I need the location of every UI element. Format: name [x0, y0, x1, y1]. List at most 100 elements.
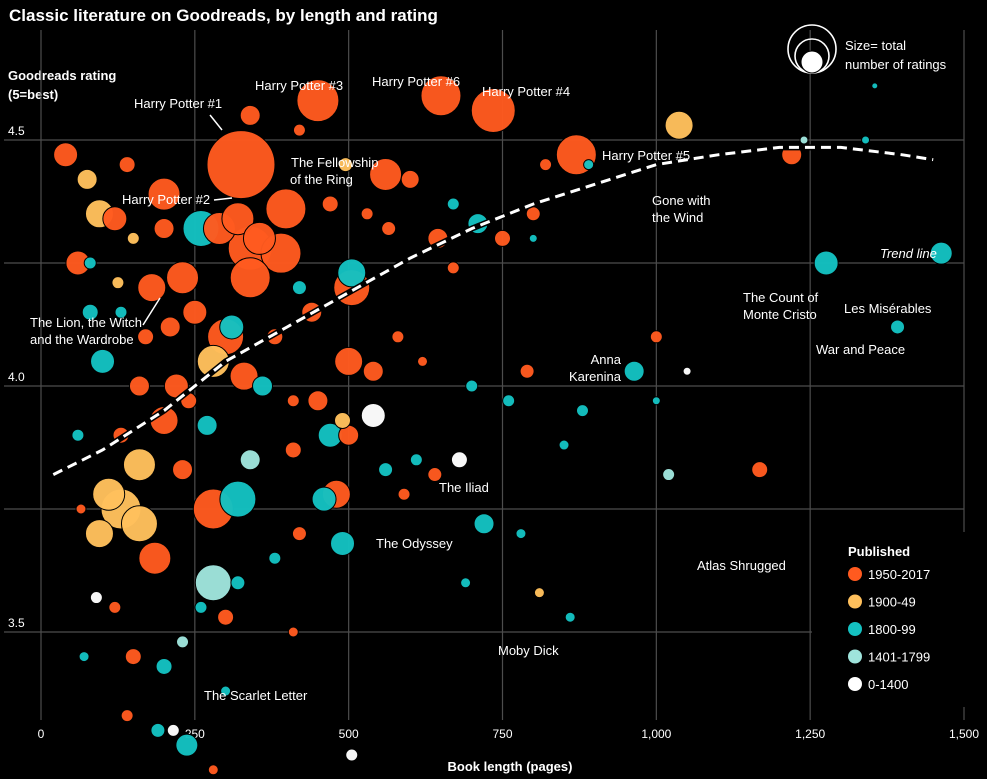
book-bubble: [83, 256, 97, 270]
chart-title: Classic literature on Goodreads, by leng…: [9, 6, 438, 25]
book-bubble: [196, 414, 218, 436]
legend-entry-label: 0-1400: [868, 677, 908, 692]
label-leader-line: [142, 297, 161, 326]
book-bubble-named: [296, 79, 340, 123]
book-bubble: [286, 394, 300, 408]
book-bubble-named: [360, 403, 386, 429]
book-bubble: [159, 316, 181, 338]
book-label: The Count of Monte Cristo: [743, 290, 819, 322]
book-bubble: [649, 330, 663, 344]
book-bubble: [126, 231, 140, 245]
book-bubble: [81, 303, 99, 321]
book-bubble: [71, 428, 85, 442]
trend-line-group: Trend line: [51, 144, 937, 478]
x-tick-label: 1,500: [949, 727, 979, 741]
book-bubble: [338, 157, 354, 173]
legend-swatch: [848, 622, 862, 636]
book-label-line: and the Wardrobe: [30, 332, 134, 347]
book-bubble: [84, 519, 114, 549]
x-tick-label: 0: [38, 727, 45, 741]
book-bubble: [78, 651, 90, 663]
book-bubble: [494, 229, 511, 247]
legend-background: [812, 532, 982, 707]
book-bubble: [651, 396, 661, 406]
book-label-text: Anna Karenina: [569, 352, 622, 384]
legend-swatch: [848, 594, 862, 609]
label-leader-line: [213, 197, 233, 201]
book-bubble: [575, 404, 589, 418]
book-bubble: [128, 375, 150, 397]
book-bubble: [150, 722, 166, 738]
book-label: Harry Potter #2: [122, 192, 233, 207]
book-label-line: The Lion, the Witch: [30, 315, 142, 330]
book-label-line: Karenina: [569, 369, 622, 384]
book-label: Harry Potter #1: [134, 96, 223, 131]
book-label-line: the Wind: [652, 210, 703, 225]
book-bubble: [114, 305, 128, 319]
book-bubble: [409, 453, 423, 467]
book-bubble: [330, 530, 356, 556]
book-bubble: [292, 123, 306, 137]
book-label-text: The Lion, the Witch and the Wardrobe: [30, 315, 142, 347]
book-bubble: [102, 206, 128, 232]
legend-title: Published: [848, 544, 910, 559]
book-label-text: The Scarlet Letter: [204, 688, 308, 703]
book-bubble-named: [890, 319, 906, 335]
book-bubble: [378, 462, 394, 478]
book-bubble: [564, 611, 576, 623]
book-bubble: [533, 587, 545, 599]
book-label-line: Monte Cristo: [743, 307, 817, 322]
book-label-text: Moby Dick: [498, 643, 559, 658]
book-bubble: [311, 486, 337, 512]
size-legend-small-icon: [800, 50, 824, 74]
book-label-text: The Fellowship of the Ring: [290, 155, 378, 187]
y-tick-label: 4.0: [8, 370, 25, 384]
book-bubble: [138, 541, 172, 575]
book-bubble: [861, 135, 871, 145]
legend-entry-label: 1950-2017: [868, 567, 930, 582]
legend-entry-label: 1800-99: [868, 622, 916, 637]
book-bubble: [528, 233, 538, 243]
book-label-line: War and Peace: [816, 342, 905, 357]
y-axis-label-line2: (5=best): [8, 87, 58, 102]
size-legend-line2: number of ratings: [845, 57, 947, 72]
book-bubble: [400, 169, 420, 189]
x-tick-label: 1,000: [641, 727, 671, 741]
book-bubble: [166, 723, 180, 737]
book-bubble-named: [751, 461, 769, 479]
book-label-line: Les Misérables: [844, 301, 932, 316]
book-bubble: [446, 261, 460, 275]
book-bubble: [287, 626, 299, 638]
book-bubble: [321, 195, 339, 213]
book-bubble: [502, 394, 516, 408]
book-bubble: [239, 449, 261, 471]
book-label-line: Harry Potter #3: [255, 78, 343, 93]
book-bubble: [172, 459, 194, 481]
y-tick-label: 3.5: [8, 616, 25, 630]
book-bubble-named: [664, 110, 694, 140]
book-bubble: [682, 366, 692, 376]
book-bubble: [137, 273, 167, 303]
book-bubble: [194, 564, 232, 602]
book-label: The Odyssey: [376, 536, 453, 551]
book-bubble: [219, 480, 257, 518]
book-label-line: Harry Potter #6: [372, 74, 460, 89]
y-tick-label: 4.5: [8, 124, 25, 138]
book-bubble: [137, 328, 155, 346]
book-label: Atlas Shrugged: [697, 558, 786, 573]
book-label-line: Harry Potter #2: [122, 192, 210, 207]
book-bubble: [217, 608, 235, 626]
legend-swatch: [848, 677, 862, 691]
book-bubble: [417, 355, 429, 367]
book-bubble: [90, 348, 116, 374]
book-label-text: Harry Potter #6: [372, 74, 460, 89]
book-bubble: [427, 467, 443, 483]
book-bubble: [221, 202, 255, 236]
book-label: Harry Potter #5: [602, 148, 690, 163]
book-label: The Iliad: [439, 480, 489, 495]
book-bubble: [182, 299, 208, 325]
x-tick-label: 1,250: [795, 727, 825, 741]
book-bubble: [122, 448, 156, 482]
book-label: Harry Potter #6: [372, 74, 460, 89]
book-label-text: Harry Potter #3: [255, 78, 343, 93]
